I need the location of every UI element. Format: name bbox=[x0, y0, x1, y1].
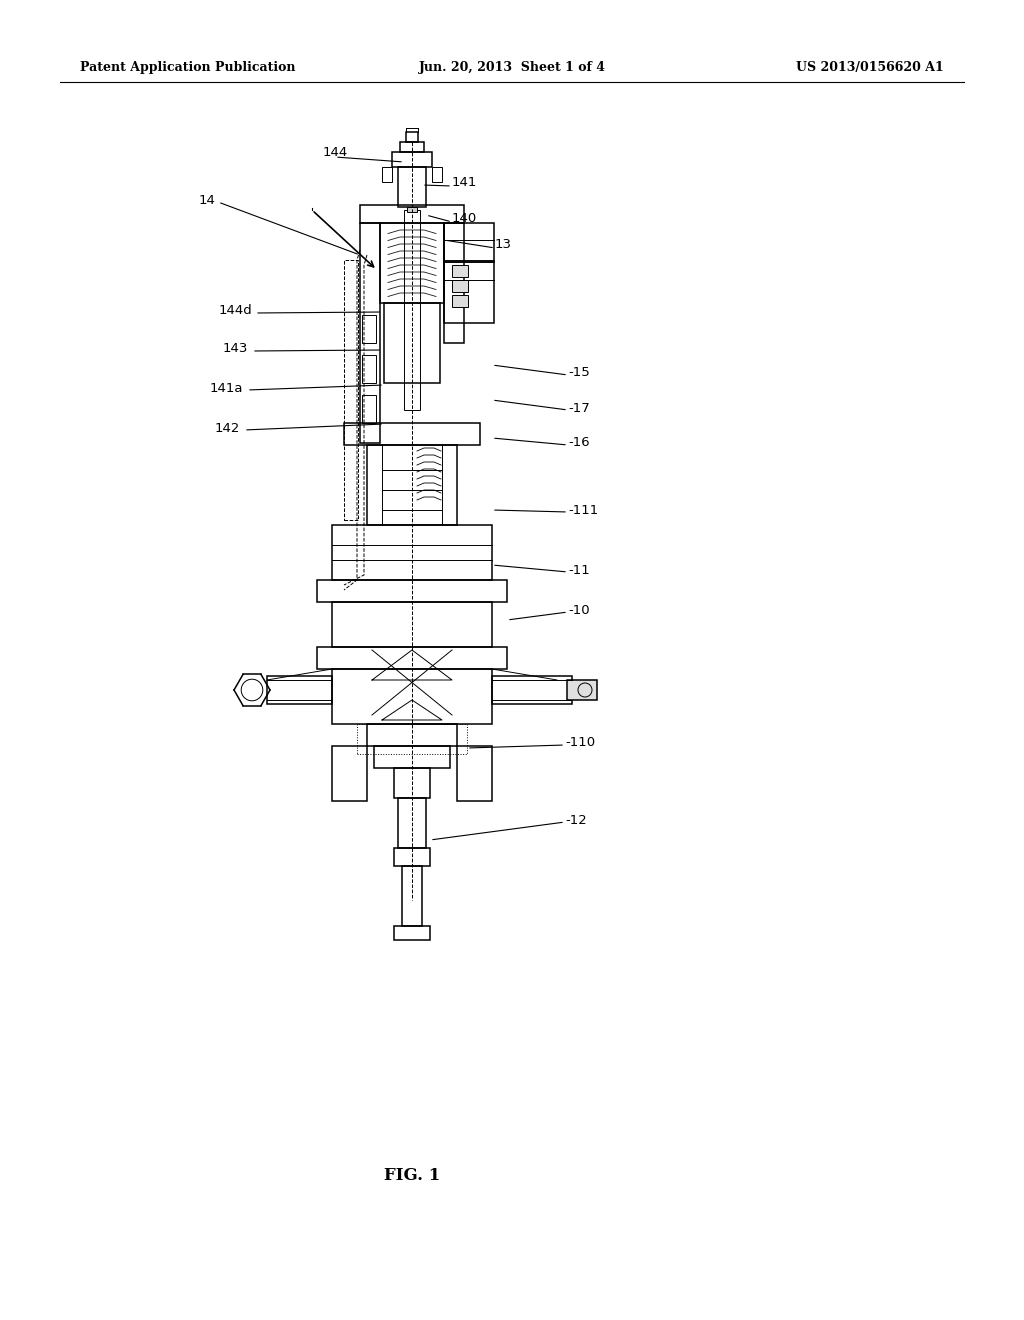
Bar bbox=[362, 395, 376, 422]
Text: US 2013/0156620 A1: US 2013/0156620 A1 bbox=[797, 62, 944, 74]
Text: Jun. 20, 2013  Sheet 1 of 4: Jun. 20, 2013 Sheet 1 of 4 bbox=[419, 62, 605, 74]
Bar bbox=[567, 680, 597, 700]
Bar bbox=[394, 768, 430, 799]
Text: -110: -110 bbox=[565, 737, 595, 750]
Text: 13: 13 bbox=[495, 239, 512, 252]
Text: 144: 144 bbox=[323, 145, 348, 158]
Text: 143: 143 bbox=[222, 342, 248, 355]
Bar bbox=[452, 294, 468, 308]
Bar bbox=[317, 579, 507, 602]
Bar bbox=[382, 168, 392, 182]
Bar bbox=[392, 152, 432, 168]
Bar bbox=[360, 205, 464, 223]
Bar bbox=[317, 647, 507, 669]
Text: 144d: 144d bbox=[218, 304, 252, 317]
Text: FIG. 1: FIG. 1 bbox=[384, 1167, 440, 1184]
Bar bbox=[402, 866, 422, 927]
Bar bbox=[452, 265, 468, 277]
Bar bbox=[394, 847, 430, 866]
Bar bbox=[380, 223, 444, 304]
Bar bbox=[394, 927, 430, 940]
Text: -15: -15 bbox=[568, 367, 590, 380]
Text: 141: 141 bbox=[452, 177, 477, 190]
Text: 142: 142 bbox=[215, 421, 240, 434]
Bar bbox=[452, 280, 468, 292]
Bar bbox=[362, 355, 376, 383]
Bar bbox=[332, 525, 492, 579]
Bar bbox=[344, 260, 358, 520]
Bar bbox=[374, 746, 450, 768]
Text: -16: -16 bbox=[568, 437, 590, 450]
Bar bbox=[398, 168, 426, 207]
Bar bbox=[404, 210, 420, 411]
Bar bbox=[444, 223, 464, 343]
Bar bbox=[360, 223, 380, 444]
Bar bbox=[357, 723, 467, 754]
Bar bbox=[457, 746, 492, 801]
Bar bbox=[398, 799, 426, 847]
Bar bbox=[367, 445, 457, 525]
Bar bbox=[332, 746, 367, 801]
Text: -111: -111 bbox=[568, 503, 598, 516]
Bar bbox=[332, 602, 492, 647]
Bar bbox=[332, 669, 492, 723]
Bar bbox=[406, 132, 418, 143]
Text: Patent Application Publication: Patent Application Publication bbox=[80, 62, 296, 74]
Text: -12: -12 bbox=[565, 813, 587, 826]
Bar bbox=[432, 168, 442, 182]
Text: -17: -17 bbox=[568, 401, 590, 414]
Bar bbox=[407, 207, 417, 213]
Text: 141a: 141a bbox=[210, 381, 243, 395]
Text: 140: 140 bbox=[452, 211, 477, 224]
Bar bbox=[367, 723, 457, 746]
Bar bbox=[492, 676, 572, 704]
Bar bbox=[444, 261, 494, 323]
Bar bbox=[267, 676, 332, 704]
Bar bbox=[444, 223, 494, 261]
Text: 14: 14 bbox=[198, 194, 215, 206]
Bar bbox=[400, 143, 424, 152]
Bar bbox=[384, 304, 440, 383]
Text: -10: -10 bbox=[568, 603, 590, 616]
Bar bbox=[344, 422, 480, 445]
Text: -11: -11 bbox=[568, 564, 590, 577]
Bar bbox=[362, 315, 376, 343]
